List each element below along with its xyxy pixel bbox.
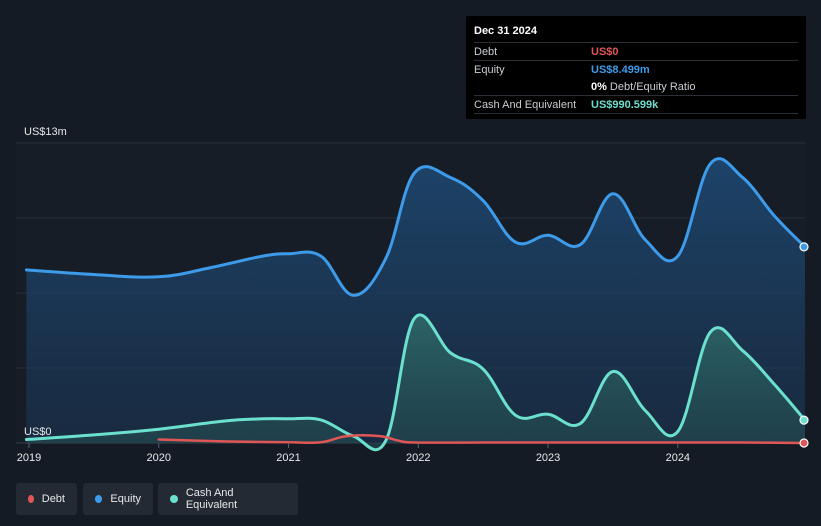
tooltip-label: Cash And Equivalent <box>474 98 577 111</box>
equity-endpoint <box>799 242 809 252</box>
tooltip-value: US$8.499m <box>591 63 650 76</box>
x-axis-ticks: 2019 2020 2021 2022 2023 2024 <box>17 443 690 464</box>
tooltip-row-cash: Cash And Equivalent US$990.599k <box>474 95 798 114</box>
legend-dot-icon <box>170 495 178 503</box>
x-tick-label: 2020 <box>147 452 171 464</box>
x-tick-label: 2023 <box>536 452 560 464</box>
legend-label: Cash And Equivalent <box>185 487 238 511</box>
tooltip-value: US$990.599k <box>591 98 659 111</box>
y-tick-label-top: US$13m <box>24 126 67 138</box>
x-tick-label: 2022 <box>406 452 430 464</box>
tooltip-row-equity: Equity US$8.499m <box>474 60 798 78</box>
tooltip-value: 0% <box>591 80 607 93</box>
tooltip-value: US$0 <box>591 45 619 58</box>
cash-and-equivalent-line <box>24 313 807 452</box>
cash-and-equivalent-endpoint <box>799 415 809 425</box>
tooltip-ratio-label: Debt/Equity Ratio <box>609 80 696 93</box>
tooltip-label: Equity <box>474 63 505 76</box>
series-lines <box>24 157 807 452</box>
series-endpoints <box>799 242 809 448</box>
legend-equity[interactable]: Equity <box>83 483 153 515</box>
legend-dot-icon <box>28 495 34 503</box>
legend-debt[interactable]: Debt <box>16 483 77 515</box>
x-tick-label: 2024 <box>666 452 690 464</box>
legend-dot-icon <box>95 495 103 503</box>
x-tick-label: 2021 <box>276 452 300 464</box>
tooltip-panel: Dec 31 2024 Debt US$0 Equity US$8.499m 0… <box>466 16 806 119</box>
x-tick-label: 2019 <box>17 452 41 464</box>
debt-endpoint <box>799 438 809 448</box>
legend-label: Equity <box>110 493 141 505</box>
cash-and-equivalent-area <box>26 314 805 450</box>
debt-line <box>157 434 807 445</box>
tooltip-date: Dec 31 2024 <box>474 25 537 37</box>
tooltip-row-ratio: 0% Debt/Equity Ratio <box>474 78 798 95</box>
equity-line <box>24 157 807 297</box>
tooltip-label: Debt <box>474 45 498 58</box>
legend-label: Debt <box>41 493 65 505</box>
tooltip-row-debt: Debt US$0 <box>474 42 798 60</box>
y-tick-label-bottom: US$0 <box>24 426 52 438</box>
legend-cash-and-equivalent[interactable]: Cash And Equivalent <box>158 483 298 515</box>
